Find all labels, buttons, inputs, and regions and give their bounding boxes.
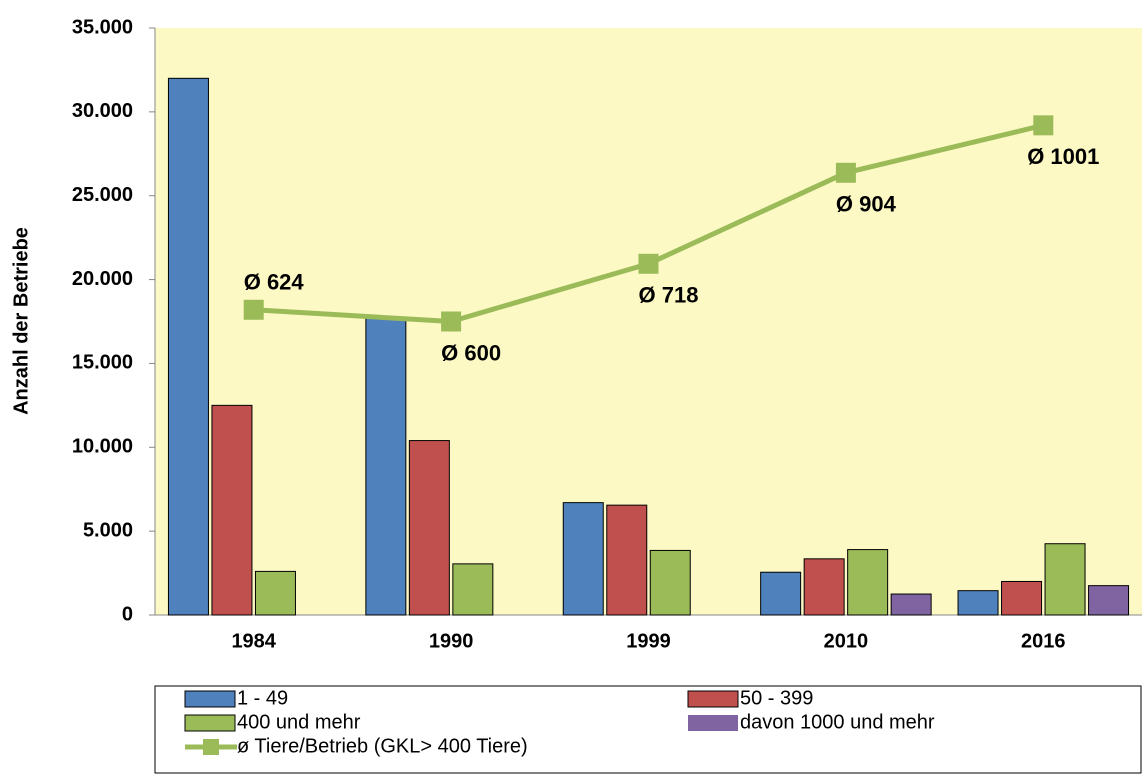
y-axis-title: Anzahl der Betriebe [10,227,32,415]
x-tick-label: 1999 [626,630,671,652]
data-label: Ø 904 [836,192,897,217]
line-marker [441,311,462,332]
bar [803,558,845,616]
y-tick-label: 30.000 [72,100,133,122]
data-label: Ø 1001 [1027,144,1099,169]
x-tick-label: 1984 [231,630,276,652]
bar [167,77,209,616]
bar [452,563,494,616]
legend-swatch [688,715,738,731]
legend-box [154,685,1142,774]
bar [211,404,253,616]
bar [649,549,691,616]
line-marker [835,162,856,183]
bar [254,570,296,616]
bar [760,571,802,616]
x-tick-label: 1990 [429,630,474,652]
bar [408,440,450,616]
legend-label: 1 - 49 [237,687,288,709]
data-label: Ø 718 [639,283,699,308]
data-label: Ø 600 [441,340,501,365]
bar [562,502,604,616]
plot-area [155,28,1142,615]
legend-swatch [687,690,739,708]
y-tick-label: 35.000 [72,16,133,38]
legend-swatch [184,714,236,732]
bar [365,317,407,616]
legend-label: ø Tiere/Betrieb (GKL> 400 Tiere) [237,735,528,757]
y-tick-label: 20.000 [72,268,133,290]
x-tick-label: 2016 [1021,630,1066,652]
y-tick-label: 10.000 [72,436,133,458]
bar [1001,580,1043,616]
line-marker [1033,115,1054,136]
legend-swatch [203,739,219,755]
bar [957,590,999,616]
y-tick-label: 0 [122,603,133,625]
y-tick-label: 25.000 [72,184,133,206]
line-marker [243,299,264,320]
bar [847,549,889,616]
bar [890,593,932,616]
y-tick-label: 15.000 [72,352,133,374]
legend-label: 50 - 399 [740,687,813,709]
legend-swatch [184,690,236,708]
legend-label: 400 und mehr [237,711,361,733]
x-tick-label: 2010 [824,630,869,652]
data-label: Ø 624 [244,270,305,295]
bar [606,504,648,616]
bar [1088,585,1130,616]
legend-label: davon 1000 und mehr [740,711,935,733]
line-marker [638,253,659,274]
bar [1044,543,1086,616]
y-tick-label: 5.000 [83,519,133,541]
